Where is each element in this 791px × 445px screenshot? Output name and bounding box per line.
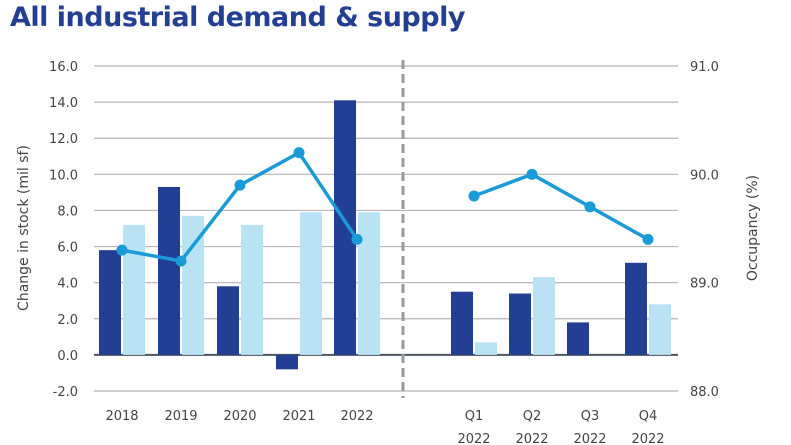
- x-tick-label: Q3: [581, 409, 600, 424]
- y-tick-label: 6.0: [57, 241, 78, 256]
- y-tick-label: 16.0: [49, 60, 78, 75]
- y2-axis-label: Occupancy (%): [745, 175, 761, 281]
- x-tick-label: Q1: [465, 409, 484, 424]
- y-tick-label: 0.0: [57, 349, 78, 364]
- occupancy-point: [234, 179, 246, 191]
- x-tick-label: 2022: [457, 432, 490, 445]
- bar: [276, 354, 298, 370]
- y2-tick-label: 91.0: [690, 60, 719, 75]
- bar: [99, 250, 121, 355]
- bar: [158, 186, 180, 355]
- x-tick-label: 2022: [340, 409, 373, 424]
- x-tick-label: 2022: [573, 432, 606, 445]
- y-tick-label: 14.0: [49, 96, 78, 111]
- bar: [509, 293, 531, 355]
- y2-tick-label: 89.0: [690, 277, 719, 292]
- bar: [241, 224, 263, 355]
- bar: [649, 304, 671, 355]
- occupancy-line: [473, 172, 649, 241]
- occupancy-point: [116, 244, 128, 256]
- bar: [334, 100, 356, 355]
- y2-tick-label: 90.0: [690, 168, 719, 183]
- bar: [625, 262, 647, 355]
- occupancy-point: [526, 168, 538, 180]
- bar: [533, 277, 555, 355]
- x-tick-label: 2020: [223, 409, 256, 424]
- y-tick-label: 2.0: [57, 313, 78, 328]
- bar: [451, 291, 473, 355]
- chart-title: All industrial demand & supply: [10, 2, 465, 33]
- bar: [123, 224, 145, 355]
- y-tick-label: 4.0: [57, 277, 78, 292]
- occupancy-point: [642, 233, 654, 245]
- y2-tick-label: 88.0: [690, 385, 719, 400]
- x-tick-label: 2022: [631, 432, 664, 445]
- bar: [567, 322, 589, 355]
- bar: [217, 286, 239, 355]
- x-tick-label: Q4: [639, 409, 658, 424]
- bar: [300, 212, 322, 355]
- y-tick-label: 8.0: [57, 204, 78, 219]
- x-tick-label: 2022: [515, 432, 548, 445]
- bar: [358, 212, 380, 355]
- y-tick-label: -2.0: [53, 385, 78, 400]
- occupancy-point: [468, 190, 480, 202]
- occupancy-point: [351, 233, 363, 245]
- x-tick-label: 2019: [164, 409, 197, 424]
- y-axis-label: Change in stock (mil sf): [16, 145, 32, 311]
- y-tick-label: 10.0: [49, 168, 78, 183]
- x-tick-label: 2021: [282, 409, 315, 424]
- x-tick-label: Q2: [523, 409, 542, 424]
- x-tick-label: 2018: [105, 409, 138, 424]
- y-tick-label: 12.0: [49, 132, 78, 147]
- occupancy-point: [175, 255, 187, 267]
- occupancy-point: [293, 147, 305, 159]
- bar: [475, 342, 497, 355]
- occupancy-point: [584, 201, 596, 213]
